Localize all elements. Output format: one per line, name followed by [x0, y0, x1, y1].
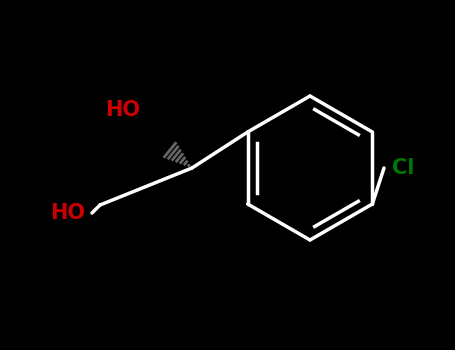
Text: HO: HO — [50, 203, 85, 223]
Text: Cl: Cl — [392, 158, 415, 178]
Text: HO: HO — [105, 100, 140, 120]
